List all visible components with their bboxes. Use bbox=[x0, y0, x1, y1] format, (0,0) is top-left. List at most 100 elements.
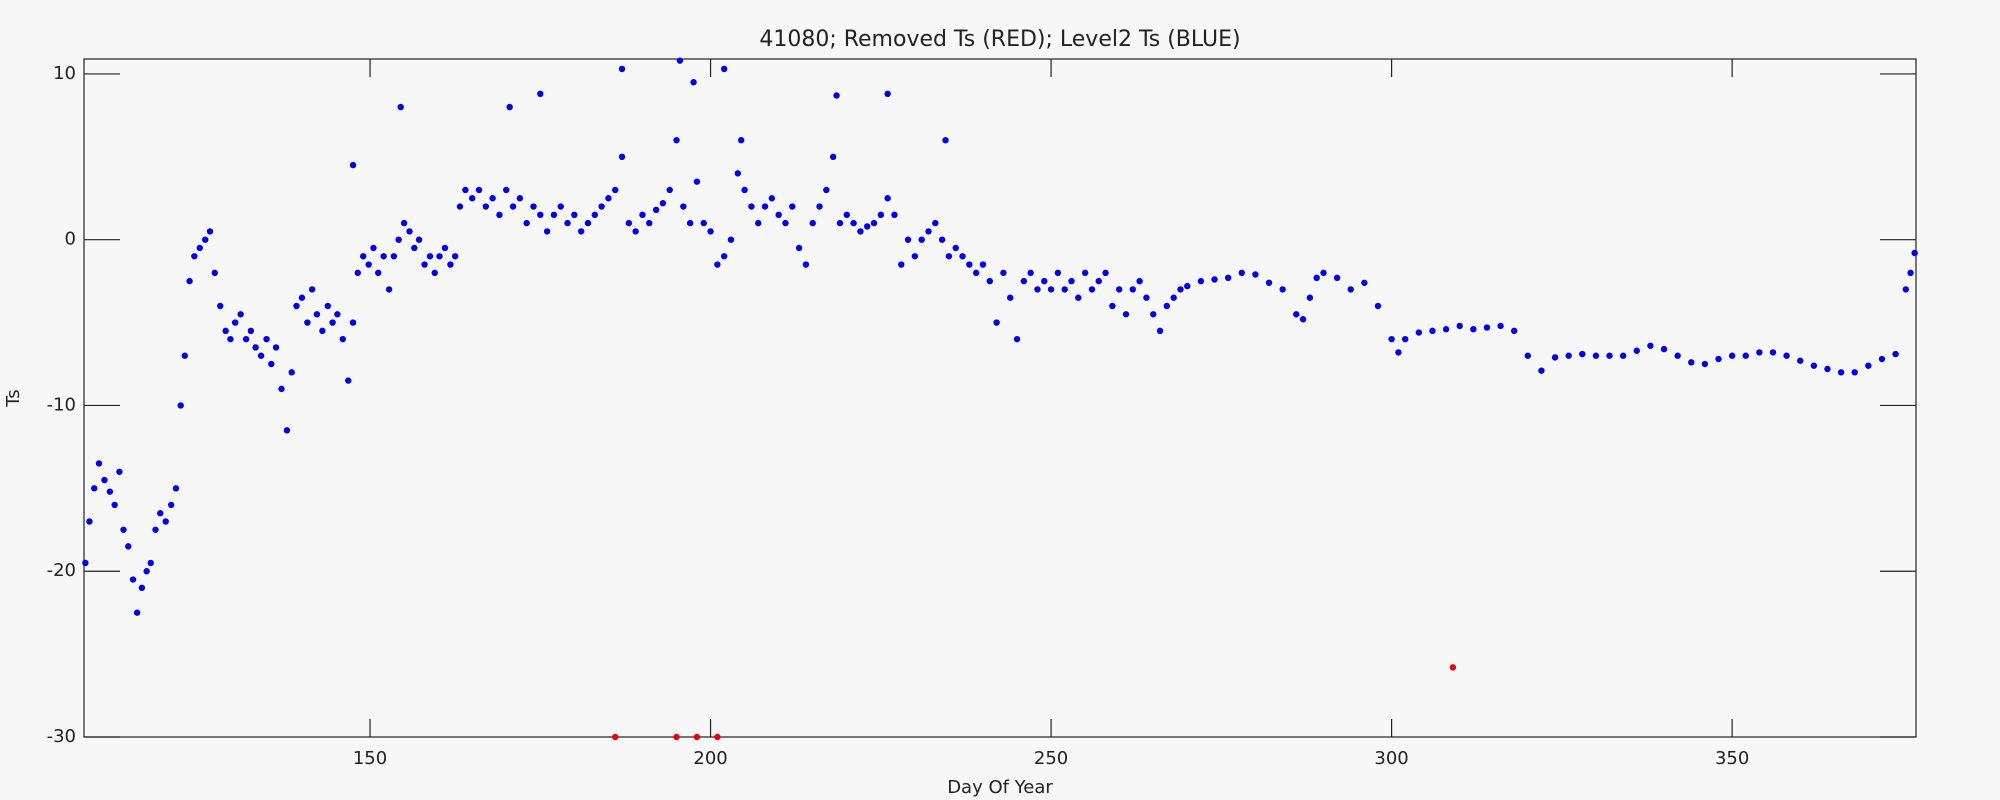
data-point bbox=[612, 186, 619, 194]
data-point bbox=[768, 195, 776, 202]
data-point bbox=[1122, 311, 1130, 318]
data-point bbox=[365, 261, 372, 268]
data-point bbox=[1824, 365, 1831, 373]
data-point bbox=[652, 206, 660, 214]
data-point bbox=[1837, 369, 1845, 376]
data-point bbox=[693, 733, 701, 741]
data-point bbox=[1197, 277, 1205, 285]
data-point bbox=[1810, 362, 1818, 369]
data-point bbox=[686, 219, 694, 227]
data-point bbox=[482, 203, 490, 210]
data-point bbox=[390, 253, 398, 260]
data-point bbox=[755, 219, 762, 227]
data-point bbox=[272, 344, 280, 351]
data-point bbox=[979, 261, 987, 268]
data-point bbox=[863, 223, 871, 230]
data-point bbox=[304, 319, 311, 326]
data-point bbox=[639, 211, 646, 219]
data-point bbox=[82, 559, 89, 567]
data-point bbox=[426, 253, 434, 260]
data-point bbox=[1143, 294, 1150, 301]
data-point bbox=[676, 57, 684, 64]
data-point bbox=[1415, 329, 1423, 336]
data-point bbox=[293, 302, 300, 310]
data-point bbox=[431, 269, 438, 277]
data-point bbox=[319, 327, 326, 335]
data-point bbox=[1892, 350, 1899, 358]
data-point bbox=[252, 344, 259, 351]
data-point bbox=[666, 186, 673, 194]
data-point bbox=[884, 195, 891, 202]
data-point bbox=[1047, 286, 1055, 293]
data-point bbox=[598, 203, 605, 210]
data-point bbox=[1865, 362, 1872, 369]
chart-title: 41080; Removed Ts (RED); Level2 Ts (BLUE… bbox=[759, 27, 1240, 52]
data-point bbox=[1115, 286, 1123, 293]
data-point bbox=[537, 90, 544, 98]
data-point bbox=[537, 211, 544, 219]
data-point bbox=[891, 211, 898, 219]
data-point bbox=[406, 228, 413, 235]
data-point bbox=[268, 360, 275, 368]
data-point bbox=[833, 92, 840, 99]
data-point bbox=[1688, 359, 1695, 366]
data-point bbox=[1742, 352, 1749, 359]
data-point bbox=[1129, 286, 1137, 293]
data-point bbox=[441, 244, 449, 252]
data-point bbox=[222, 327, 229, 335]
data-point bbox=[1647, 342, 1654, 349]
data-point bbox=[1109, 302, 1116, 310]
data-point bbox=[167, 501, 175, 509]
data-point bbox=[138, 584, 146, 592]
data-point bbox=[918, 236, 925, 243]
data-point bbox=[1136, 277, 1143, 285]
data-point bbox=[1592, 352, 1600, 359]
data-point bbox=[557, 203, 564, 210]
data-point bbox=[1041, 277, 1048, 285]
data-point bbox=[162, 518, 169, 525]
data-point bbox=[829, 153, 837, 161]
data-point bbox=[288, 369, 295, 376]
data-point bbox=[966, 261, 973, 268]
plot-frame bbox=[83, 58, 1917, 738]
data-point bbox=[95, 460, 103, 467]
data-point bbox=[133, 609, 141, 616]
data-point bbox=[823, 186, 830, 194]
data-point bbox=[577, 228, 585, 235]
data-point bbox=[157, 510, 164, 517]
data-point bbox=[1306, 294, 1314, 301]
data-point bbox=[1081, 269, 1089, 277]
data-point bbox=[147, 559, 154, 567]
data-point bbox=[1442, 326, 1450, 333]
data-point bbox=[436, 253, 443, 260]
y-tick-label: -10 bbox=[47, 394, 76, 415]
data-point bbox=[700, 219, 707, 227]
data-point bbox=[1279, 286, 1286, 293]
data-point bbox=[1027, 269, 1034, 277]
data-point bbox=[877, 211, 885, 219]
data-point bbox=[1320, 269, 1327, 277]
data-point bbox=[618, 153, 626, 161]
data-point bbox=[591, 211, 598, 219]
data-point bbox=[738, 137, 745, 144]
data-point bbox=[421, 261, 428, 268]
data-point bbox=[415, 236, 423, 243]
data-point bbox=[1177, 286, 1184, 293]
data-point bbox=[329, 319, 336, 326]
data-point bbox=[550, 211, 558, 219]
data-point bbox=[1054, 269, 1062, 277]
data-point bbox=[734, 170, 741, 177]
data-point bbox=[714, 733, 721, 741]
data-point bbox=[1333, 274, 1341, 282]
data-point bbox=[1347, 286, 1354, 293]
data-point bbox=[1878, 355, 1886, 363]
data-point bbox=[475, 186, 483, 194]
data-point bbox=[925, 228, 932, 235]
data-point bbox=[1007, 294, 1014, 301]
data-point bbox=[400, 219, 408, 227]
data-point bbox=[447, 261, 454, 268]
data-point bbox=[1497, 322, 1504, 330]
data-point bbox=[605, 195, 612, 202]
data-point bbox=[506, 103, 513, 111]
data-point bbox=[612, 733, 619, 741]
